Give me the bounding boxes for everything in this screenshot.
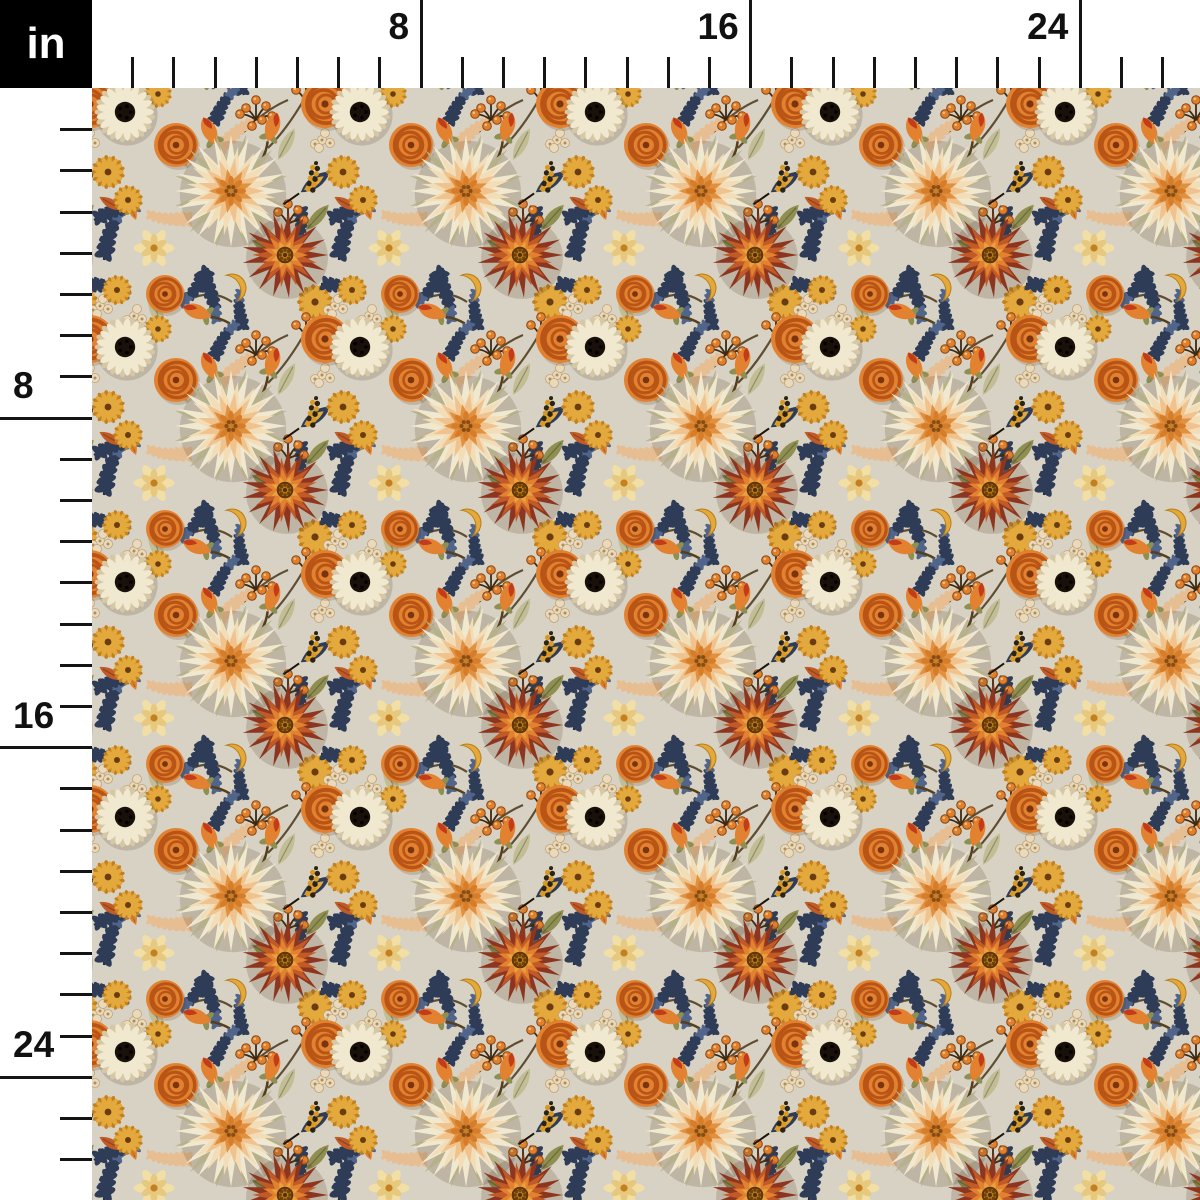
top-ruler-minor-tick: [1161, 57, 1165, 88]
top-ruler-minor-tick: [131, 57, 135, 88]
left-ruler-major-tick: [0, 1075, 92, 1079]
top-ruler-minor-tick: [254, 57, 258, 88]
top-ruler-minor-tick: [625, 57, 629, 88]
top-ruler-minor-tick: [460, 57, 464, 88]
left-ruler-minor-tick: [60, 1158, 92, 1162]
left-ruler-minor-tick: [60, 622, 92, 626]
top-ruler-minor-tick: [172, 57, 176, 88]
left-ruler-minor-tick: [60, 952, 92, 956]
left-ruler-major-tick: [0, 746, 92, 750]
left-ruler: 8 16 24: [0, 0, 92, 1200]
top-ruler-major-tick: [749, 0, 753, 88]
top-ruler-minor-tick: [708, 57, 711, 88]
unit-label: in: [26, 19, 66, 68]
left-ruler-minor-tick: [60, 910, 92, 914]
left-ruler-minor-tick: [60, 251, 92, 255]
left-ruler-minor-tick: [60, 540, 92, 544]
left-ruler-number: 16: [13, 694, 55, 736]
top-ruler-minor-tick: [790, 57, 794, 88]
top-ruler-minor-tick: [337, 57, 341, 88]
left-ruler-minor-tick: [60, 210, 92, 214]
top-ruler-minor-tick: [831, 57, 835, 88]
left-ruler-minor-tick: [60, 498, 92, 502]
top-ruler-minor-tick: [1037, 57, 1041, 88]
top-ruler-minor-tick: [1120, 57, 1123, 88]
left-ruler-minor-tick: [60, 334, 92, 338]
left-ruler-minor-tick: [60, 128, 92, 132]
left-ruler-minor-tick: [60, 457, 92, 461]
left-ruler-minor-tick: [60, 375, 92, 379]
left-ruler-number: 24: [13, 1024, 55, 1066]
left-ruler-minor-tick: [60, 828, 92, 832]
top-ruler-major-tick: [1078, 0, 1082, 88]
top-ruler-minor-tick: [955, 57, 959, 88]
left-ruler-minor-tick: [60, 663, 92, 667]
left-ruler-number: 8: [13, 365, 34, 406]
left-ruler-minor-tick: [60, 1034, 92, 1038]
top-ruler-number: 24: [1027, 6, 1069, 47]
top-ruler-minor-tick: [213, 57, 217, 88]
left-ruler-major-tick: [0, 416, 92, 420]
corner-unit-box: in: [0, 0, 92, 88]
left-ruler-minor-tick: [60, 169, 92, 173]
left-ruler-minor-tick: [60, 292, 92, 296]
top-ruler-minor-tick: [543, 57, 547, 88]
top-ruler-minor-tick: [996, 57, 1000, 88]
left-ruler-minor-tick: [60, 704, 92, 708]
left-ruler-minor-tick: [60, 787, 92, 791]
left-ruler-minor-tick: [60, 581, 92, 585]
top-ruler-minor-tick: [666, 57, 670, 88]
top-ruler-number: 16: [697, 6, 739, 47]
top-ruler-minor-tick: [584, 57, 588, 88]
top-ruler-minor-tick: [296, 57, 299, 88]
left-ruler-minor-tick: [60, 993, 92, 997]
left-ruler-minor-tick: [60, 869, 92, 873]
top-ruler-number: 8: [388, 6, 410, 47]
left-ruler-minor-tick: [60, 1116, 92, 1120]
top-ruler: 8 16 24: [0, 0, 1200, 88]
fabric-pattern-preview[interactable]: [92, 88, 1200, 1200]
top-ruler-minor-tick: [914, 57, 917, 88]
top-ruler-minor-tick: [502, 57, 505, 88]
top-ruler-major-tick: [419, 0, 423, 88]
top-ruler-minor-tick: [872, 57, 876, 88]
top-ruler-minor-tick: [378, 57, 382, 88]
